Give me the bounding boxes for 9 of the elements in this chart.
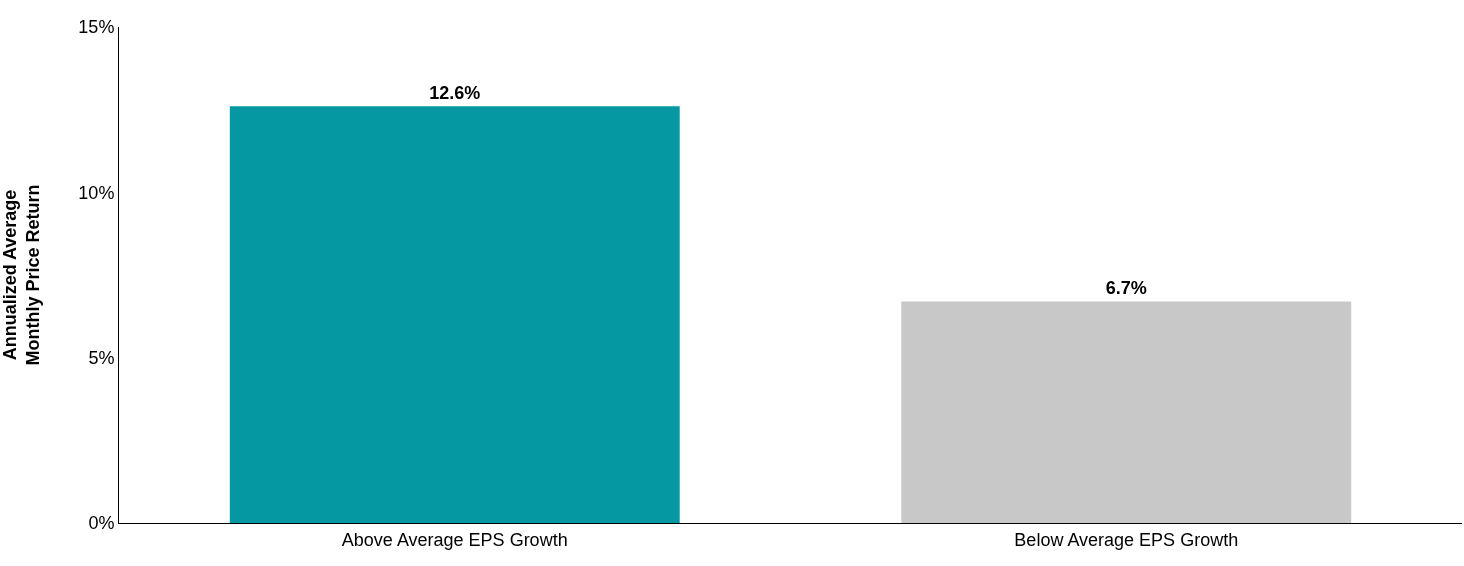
y-tick-label: 0% bbox=[88, 513, 115, 534]
y-tick-label: 15% bbox=[78, 17, 115, 38]
y-tick-label: 10% bbox=[78, 182, 115, 203]
x-tick-label: Below Average EPS Growth bbox=[1014, 529, 1239, 550]
data-label: 6.7% bbox=[1105, 278, 1147, 299]
x-tick-label: Above Average EPS Growth bbox=[341, 529, 568, 550]
data-label: 12.6% bbox=[429, 83, 481, 104]
y-tick-label: 5% bbox=[88, 347, 115, 368]
y-axis-title: Annualized Average Monthly Price Return bbox=[0, 184, 44, 366]
